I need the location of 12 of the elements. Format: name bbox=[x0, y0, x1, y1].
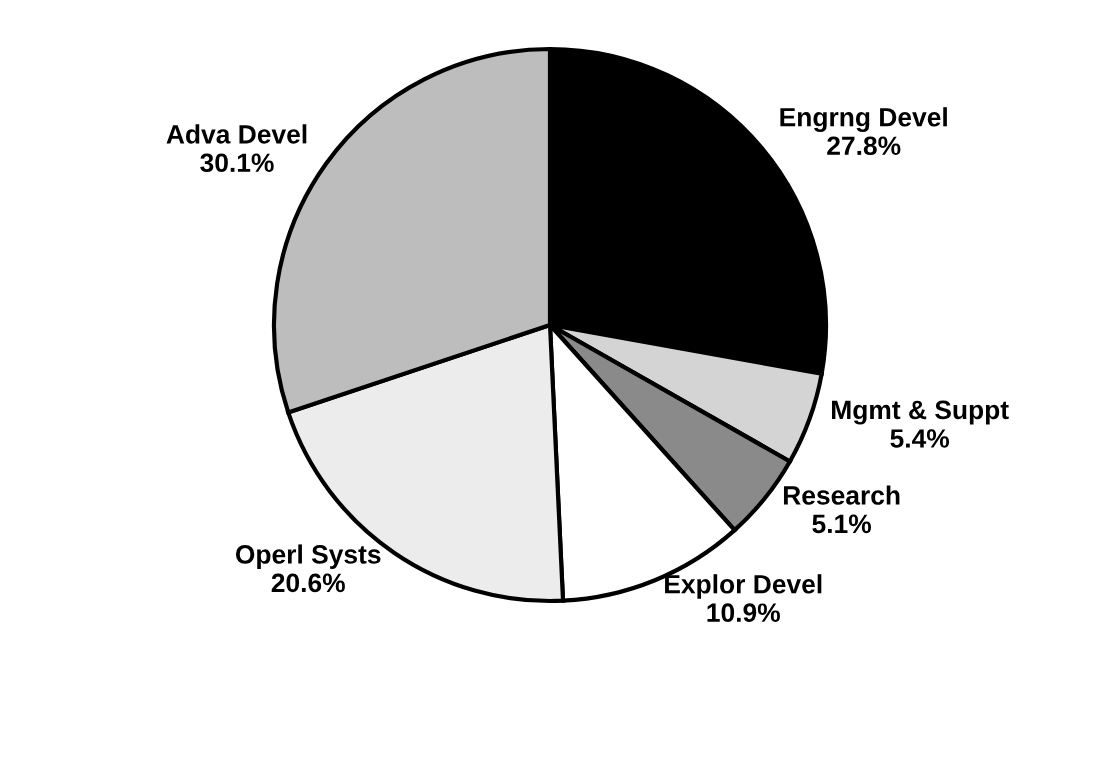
data-label: 5.1% bbox=[812, 514, 871, 534]
data-label: 30.1% bbox=[200, 153, 274, 173]
data-label: 20.6% bbox=[271, 573, 345, 593]
data-label: 27.8% bbox=[827, 136, 901, 156]
slice-label: Adva Devel bbox=[166, 124, 307, 144]
data-label: 10.9% bbox=[707, 603, 780, 622]
data-label: 5.4% bbox=[890, 429, 950, 448]
slice-label: Operl Systs bbox=[235, 544, 381, 569]
slice-label: Research bbox=[783, 485, 900, 505]
slice-label: Mgmt & Suppt bbox=[832, 400, 1009, 425]
slice-label: Explor Devel bbox=[665, 574, 822, 599]
slice-label: Engrng Devel bbox=[780, 107, 947, 132]
